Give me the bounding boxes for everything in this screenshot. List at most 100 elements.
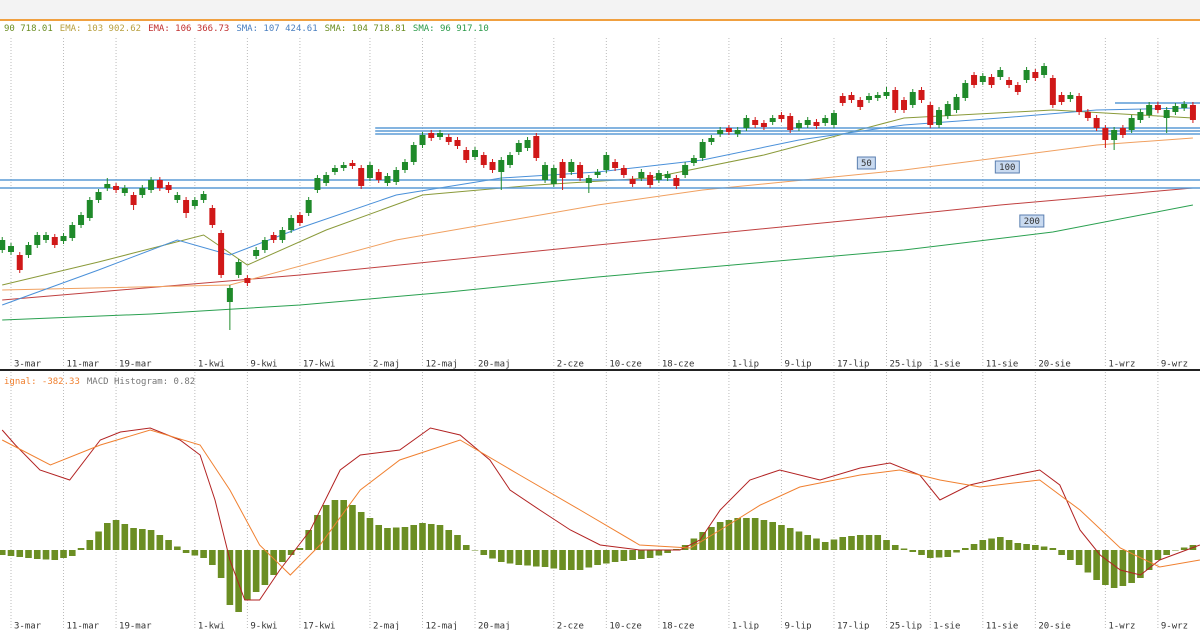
histogram-bar xyxy=(1128,550,1135,583)
histogram-bar xyxy=(51,550,59,560)
candle-body xyxy=(174,195,181,200)
histogram-bar xyxy=(1119,550,1127,586)
histogram-bar xyxy=(1075,550,1083,565)
candle-body xyxy=(428,133,435,138)
candle-body xyxy=(944,104,951,116)
histogram-bar xyxy=(541,550,549,567)
histogram-bar xyxy=(209,550,216,565)
histogram-bar xyxy=(375,525,383,550)
candle-body xyxy=(218,233,225,275)
x-tick-label: 1-sie xyxy=(933,622,960,630)
candle-body xyxy=(1014,85,1021,92)
candle-body xyxy=(804,120,811,125)
histogram-bar xyxy=(926,550,934,558)
indicator-line xyxy=(1,429,1200,576)
candle-body xyxy=(533,136,540,158)
candle-body xyxy=(865,96,872,100)
histogram-bar xyxy=(191,550,199,556)
histogram-bar xyxy=(497,550,505,562)
candle-body xyxy=(874,95,881,98)
histogram-bar xyxy=(638,550,645,559)
candle-body xyxy=(524,140,531,148)
candle-body xyxy=(585,178,592,183)
x-tick-label: 17-lip xyxy=(837,622,870,630)
x-tick-label: 19-mar xyxy=(119,622,152,630)
legend-entry: 90 718.01 xyxy=(4,24,53,34)
candle-body xyxy=(927,105,934,125)
x-tick-label: 9-lip xyxy=(784,622,811,630)
candle-body xyxy=(682,165,689,175)
histogram-bar xyxy=(454,535,461,550)
candle-body xyxy=(480,155,487,165)
candle-body xyxy=(892,90,899,110)
histogram-bar xyxy=(489,550,496,559)
candle-body xyxy=(778,115,785,119)
histogram-bar xyxy=(1005,540,1013,550)
histogram-bar xyxy=(568,550,575,570)
histogram-bar xyxy=(1058,550,1065,555)
histogram-bar xyxy=(830,539,838,550)
histogram-bar xyxy=(690,538,698,550)
candle-body xyxy=(1189,105,1196,120)
candle-body xyxy=(1093,118,1100,128)
annotation-label: 100 xyxy=(999,163,1015,173)
histogram-bar xyxy=(1154,550,1162,560)
candle-body xyxy=(1023,70,1030,80)
histogram-bar xyxy=(305,530,312,550)
histogram-bar xyxy=(900,548,908,550)
candle-body xyxy=(1058,95,1065,102)
candle-body xyxy=(323,175,330,183)
candle-body xyxy=(883,92,890,96)
candle-body xyxy=(629,179,636,184)
histogram-bar xyxy=(961,548,969,550)
candle-body xyxy=(463,150,470,160)
indicator-line xyxy=(2,204,1193,321)
candle-body xyxy=(542,165,549,180)
candle-body xyxy=(139,188,146,195)
candle-body xyxy=(620,168,627,175)
candle-body xyxy=(1006,80,1013,85)
candle-body xyxy=(769,118,776,122)
candle-body xyxy=(393,170,400,182)
legend-entry: MACD Histogram: 0.82 xyxy=(87,377,195,387)
candle-body xyxy=(43,235,50,240)
histogram-bar xyxy=(576,550,584,570)
candle-body xyxy=(349,163,356,166)
histogram-bar xyxy=(25,550,32,558)
histogram-bar xyxy=(821,542,829,550)
candle-body xyxy=(235,262,242,275)
x-tick-label: 20-sie xyxy=(1038,622,1071,630)
indicator-line xyxy=(2,137,1193,291)
indicator-line xyxy=(2,107,1193,306)
histogram-bar xyxy=(112,520,120,550)
candle-body xyxy=(787,116,794,130)
candle-body xyxy=(1119,128,1126,135)
candle-body xyxy=(752,120,759,125)
candle-body xyxy=(489,162,496,170)
candle-body xyxy=(366,165,373,178)
x-tick-label: 3-mar xyxy=(14,622,42,630)
histogram-bar xyxy=(419,523,426,550)
histogram-bar xyxy=(287,550,295,555)
histogram-bar xyxy=(935,550,943,558)
histogram-bar xyxy=(786,528,794,550)
candle-body xyxy=(813,122,820,126)
candle-body xyxy=(270,235,277,240)
legend: 90 718.01 EMA: 103 902.62 EMA: 106 366.73 S… xyxy=(4,24,489,34)
candle-body xyxy=(69,225,76,238)
candle-body xyxy=(279,230,286,240)
histogram-bar xyxy=(506,550,514,564)
x-tick-label: 11-mar xyxy=(67,622,100,630)
candle-body xyxy=(743,118,750,128)
candle-body xyxy=(717,130,724,134)
x-tick-label: 9-kwi xyxy=(250,622,277,630)
histogram-bar xyxy=(603,550,610,564)
histogram-bar xyxy=(1084,550,1092,573)
x-tick-label: 17-kwi xyxy=(303,360,336,370)
legend-entry: SMA: 96 917.10 xyxy=(413,24,489,34)
histogram-bar xyxy=(104,523,111,550)
legend-entry: ignal: -382.33 xyxy=(4,377,80,387)
candle-body xyxy=(857,100,864,107)
histogram-bar xyxy=(1014,543,1022,550)
histogram-bar xyxy=(804,535,812,550)
